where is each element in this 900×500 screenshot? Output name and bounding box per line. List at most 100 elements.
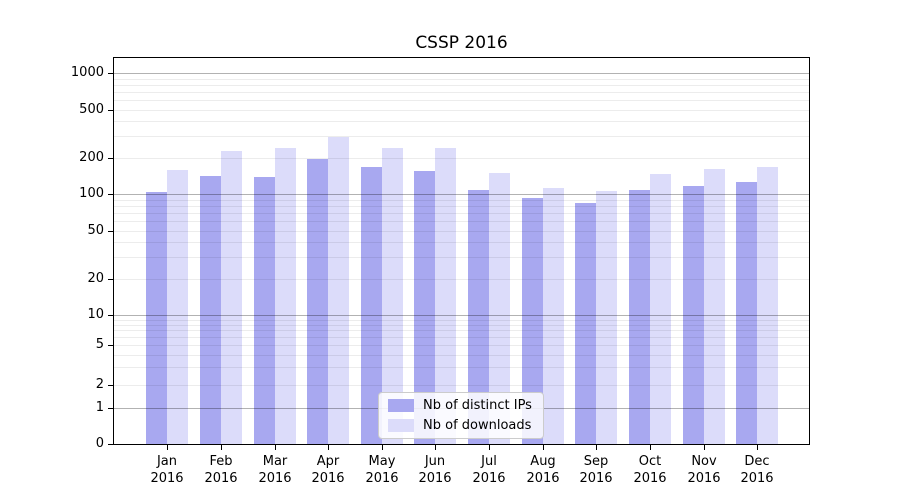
x-tick-apr: [328, 445, 329, 450]
legend: Nb of distinct IPs Nb of downloads: [378, 392, 544, 439]
legend-swatch-downloads: [388, 419, 414, 432]
bar-distinct-ips-oct: [628, 189, 650, 444]
bar-distinct-ips-apr: [307, 159, 329, 444]
x-tick-label-oct: Oct 2016: [633, 454, 667, 486]
legend-label-distinct-ips: Nb of distinct IPs: [423, 398, 532, 413]
x-tick-oct: [650, 445, 651, 450]
gridline-90: [114, 200, 809, 201]
gridline-100: [114, 194, 809, 195]
y-tick-label-50: 50: [87, 223, 104, 238]
x-tick-dec: [757, 445, 758, 450]
y-tick-label-10: 10: [87, 307, 104, 322]
gridline-40: [114, 242, 809, 243]
gridline-7: [114, 330, 809, 331]
gridline-30: [114, 257, 809, 258]
x-tick-sep: [596, 445, 597, 450]
chart-title: CSSP 2016: [415, 33, 508, 53]
bar-distinct-ips-dec: [736, 182, 758, 444]
bar-downloads-oct: [649, 173, 671, 444]
plot-area: [113, 57, 810, 445]
x-tick-jul: [489, 445, 490, 450]
y-tick-label-500: 500: [79, 102, 104, 117]
gridline-300: [114, 136, 809, 137]
y-tick-2: [108, 385, 113, 386]
gridline-70: [114, 213, 809, 214]
x-tick-jan: [167, 445, 168, 450]
bar-distinct-ips-sep: [575, 202, 597, 444]
x-tick-label-dec: Dec 2016: [740, 454, 774, 486]
gridline-8: [114, 325, 809, 326]
gridline-80: [114, 206, 809, 207]
gridline-800: [114, 85, 809, 86]
bar-downloads-apr: [328, 137, 350, 444]
y-tick-label-1000: 1000: [70, 65, 104, 80]
y-tick-label-1: 1: [95, 400, 104, 415]
bar-downloads-jul: [489, 172, 511, 444]
x-tick-label-apr: Apr 2016: [311, 454, 345, 486]
x-tick-nov: [704, 445, 705, 450]
bar-distinct-ips-jul: [468, 190, 490, 444]
gridline-200: [114, 158, 809, 159]
legend-entry-downloads: Nb of downloads: [388, 418, 532, 433]
x-tick-label-feb: Feb 2016: [204, 454, 238, 486]
y-tick-label-2: 2: [95, 377, 104, 392]
y-tick-100: [108, 194, 113, 195]
bar-downloads-nov: [703, 169, 725, 444]
bar-distinct-ips-jun: [414, 170, 436, 444]
y-tick-1: [108, 408, 113, 409]
gridline-2: [114, 385, 809, 386]
gridline-50: [114, 231, 809, 232]
bar-downloads-aug: [542, 188, 564, 444]
bar-distinct-ips-nov: [682, 185, 704, 444]
gridline-900: [114, 79, 809, 80]
gridline-9: [114, 320, 809, 321]
bar-downloads-dec: [757, 166, 779, 444]
bar-downloads-feb: [220, 150, 242, 444]
y-tick-label-100: 100: [79, 186, 104, 201]
gridline-20: [114, 279, 809, 280]
y-tick-50: [108, 231, 113, 232]
legend-entry-distinct-ips: Nb of distinct IPs: [388, 398, 532, 413]
x-tick-label-may: May 2016: [365, 454, 399, 486]
gridline-60: [114, 221, 809, 222]
bar-downloads-jun: [435, 147, 457, 444]
y-tick-label-0: 0: [95, 436, 104, 451]
bar-downloads-may: [381, 148, 403, 444]
gridline-600: [114, 100, 809, 101]
gridline-4: [114, 355, 809, 356]
gridline-500: [114, 110, 809, 111]
x-tick-label-jul: Jul 2016: [472, 454, 506, 486]
gridline-6: [114, 337, 809, 338]
x-tick-may: [382, 445, 383, 450]
y-tick-1000: [108, 73, 113, 74]
bar-downloads-sep: [596, 190, 618, 444]
x-tick-label-jan: Jan 2016: [150, 454, 184, 486]
y-tick-label-200: 200: [79, 150, 104, 165]
legend-swatch-distinct-ips: [388, 399, 414, 412]
y-tick-500: [108, 110, 113, 111]
gridline-10: [114, 315, 809, 316]
gridline-700: [114, 92, 809, 93]
x-tick-label-aug: Aug 2016: [526, 454, 560, 486]
gridline-1000: [114, 73, 809, 74]
bar-distinct-ips-mar: [253, 177, 275, 444]
bar-downloads-jan: [167, 170, 189, 444]
x-tick-label-jun: Jun 2016: [418, 454, 452, 486]
y-tick-label-5: 5: [95, 337, 104, 352]
y-tick-5: [108, 345, 113, 346]
x-tick-label-mar: Mar 2016: [258, 454, 292, 486]
x-tick-mar: [275, 445, 276, 450]
x-tick-jun: [435, 445, 436, 450]
bar-distinct-ips-feb: [199, 175, 221, 444]
bar-distinct-ips-aug: [521, 197, 543, 444]
y-tick-10: [108, 315, 113, 316]
x-tick-label-sep: Sep 2016: [579, 454, 613, 486]
y-tick-20: [108, 279, 113, 280]
y-tick-label-20: 20: [87, 271, 104, 286]
gridline-3: [114, 367, 809, 368]
x-tick-label-nov: Nov 2016: [687, 454, 721, 486]
gridline-400: [114, 121, 809, 122]
bar-distinct-ips-jan: [146, 191, 168, 444]
x-tick-aug: [543, 445, 544, 450]
